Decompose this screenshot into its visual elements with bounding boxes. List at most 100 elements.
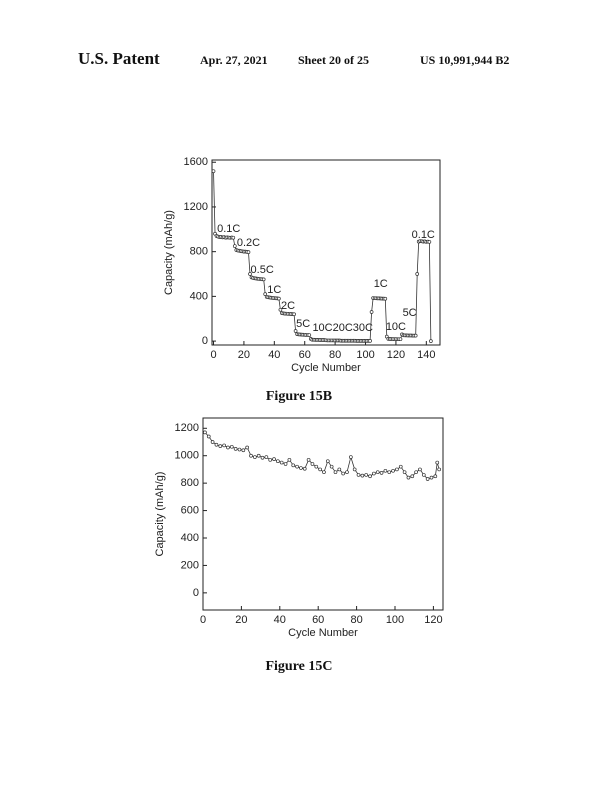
y-axis-title: Capacity (mAh/g) [154,472,166,557]
data-point [218,444,223,448]
y-tick-label: 800 [190,246,208,258]
data-point [360,473,365,478]
plot-frame [211,159,441,346]
data-point [293,329,298,333]
data-point [283,462,288,466]
data-point [329,464,334,469]
x-tick-label: 80 [350,614,362,626]
data-point [410,474,415,479]
data-point [203,430,207,435]
data-point [256,453,261,458]
y-tick-label: 1200 [175,422,199,434]
annotation: 0.2C [237,237,260,249]
data-point [356,473,361,477]
data-point [413,333,418,338]
data-point [299,466,303,470]
data-point [214,442,219,447]
y-tick-label: 0 [202,335,208,347]
data-point [260,455,265,460]
data-point [233,447,238,451]
annotation: 5C [296,318,310,330]
data-point [429,475,434,480]
header-number: US 10,991,944 B2 [420,53,509,67]
y-tick-label: 600 [181,504,199,516]
annotation: 0.1C [217,223,240,235]
x-tick-label: 80 [329,349,341,361]
data-point [237,447,242,452]
data-point [369,310,374,314]
data-point [398,337,403,342]
data-point [427,240,432,244]
data-point [276,459,280,464]
data-point [264,455,269,459]
data-point [414,470,418,475]
x-tick-label: 0 [210,349,216,361]
data-point [437,467,442,472]
data-point [272,457,276,461]
data-point [379,471,384,475]
x-tick-label: 100 [386,614,404,626]
x-tick-label: 20 [235,614,247,626]
y-tick-label: 400 [190,290,208,302]
annotation: 2C [281,300,295,312]
x-axis-title: Cycle Number [291,362,361,374]
data-point [364,473,369,477]
data-point [292,312,296,317]
data-point [277,296,281,301]
figure-caption: Figure 15B [266,389,332,404]
data-point [287,457,292,462]
x-tick-label: 20 [238,349,250,361]
annotation: 10C [386,321,406,333]
annotation: 0.5C [251,264,274,276]
header-sheet: Sheet 20 of 25 [298,53,369,67]
data-point [306,457,311,462]
data-point [268,457,273,462]
plot-frame [202,417,444,611]
y-tick-label: 0 [193,587,199,599]
data-point [372,471,376,476]
data-point [279,460,284,465]
data-point [352,467,357,472]
data-point [229,444,234,449]
data-point [418,467,422,472]
data-point [368,474,372,479]
y-tick-label: 1200 [184,201,208,213]
x-tick-label: 60 [299,349,311,361]
x-tick-label: 100 [356,349,374,361]
data-point [337,467,342,472]
data-point [425,477,430,481]
data-point [245,445,250,450]
data-point [211,169,216,174]
data-point [325,459,330,464]
data-point [291,463,296,468]
annotation: 5C [403,307,417,319]
y-tick-label: 1600 [184,156,208,168]
y-tick-label: 400 [181,532,199,544]
x-tick-label: 60 [312,614,324,626]
data-point [429,339,433,343]
header-left: U.S. Patent [78,49,160,68]
data-point [241,448,246,453]
data-point [383,468,388,473]
data-point [402,470,407,475]
data-point [368,339,372,343]
data-point [333,470,338,475]
x-axis-title: Cycle Number [288,627,358,639]
data-point [295,464,299,469]
annotation: 1C [374,278,388,290]
data-point [278,307,283,312]
data-point [387,470,392,475]
data-point [406,475,411,480]
annotation: 10C20C30C [312,322,373,334]
data-point [318,467,322,472]
data-point [314,464,319,469]
data-point [261,277,266,282]
data-point [263,292,268,296]
data-point [398,464,403,469]
annotation: 0.1C [412,229,435,241]
data-point [231,235,236,240]
x-tick-label: 0 [200,614,206,626]
data-point [307,333,312,337]
